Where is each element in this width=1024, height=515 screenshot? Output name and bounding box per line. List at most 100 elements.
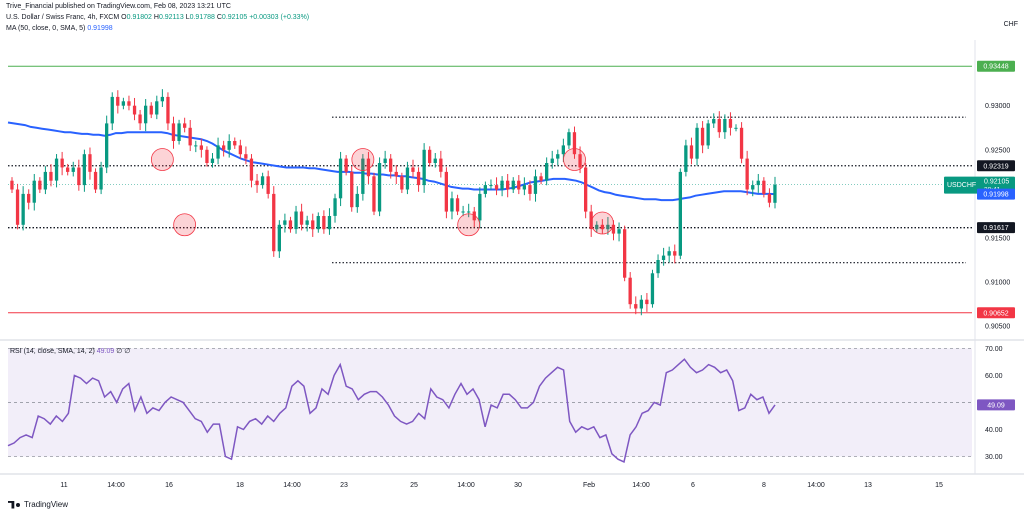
candle-body xyxy=(361,158,365,194)
candle-body xyxy=(54,158,59,181)
price-axis[interactable]: 0.93000 0.92500 0.91500 0.91000 0.90500 70.00… xyxy=(985,103,1010,461)
candle-body xyxy=(517,180,521,190)
candle-body xyxy=(422,149,426,186)
candle-body xyxy=(728,119,733,128)
time-tick-label: 23 xyxy=(340,482,348,489)
candle-body xyxy=(712,119,716,124)
candle-bearish xyxy=(344,155,348,176)
candle-body xyxy=(405,167,410,190)
rsi-tick-label: 60.00 xyxy=(985,373,1003,380)
candle-bullish xyxy=(121,97,125,110)
candle-body xyxy=(383,158,387,163)
candle-bullish xyxy=(21,186,25,231)
candle-bullish xyxy=(377,157,382,217)
candle-bearish xyxy=(506,173,510,198)
candle-bullish xyxy=(433,152,437,168)
candle-body xyxy=(171,123,176,141)
candle-bullish xyxy=(54,154,59,188)
candle-body xyxy=(428,149,432,163)
candle-body xyxy=(233,141,237,146)
candle-bullish xyxy=(723,114,727,139)
annotation-circle xyxy=(590,211,614,235)
candle-body xyxy=(689,145,694,159)
candle-body xyxy=(288,220,293,230)
candle-body xyxy=(767,193,772,203)
candle-bearish xyxy=(222,140,226,157)
candle-body xyxy=(105,123,109,168)
candle-bearish xyxy=(372,172,376,216)
moving-average xyxy=(7,121,776,202)
candle-body xyxy=(49,171,53,181)
price-tick-label: 0.91500 xyxy=(985,236,1010,243)
ma-price-tag xyxy=(977,188,1015,200)
rsi-tick-label: 30.00 xyxy=(985,454,1003,461)
candle-bearish xyxy=(183,117,187,133)
candle-bullish xyxy=(489,179,493,190)
candle-bearish xyxy=(350,166,354,212)
time-tick-label: 25 xyxy=(410,482,418,489)
candle-body xyxy=(93,171,98,190)
candle-bearish xyxy=(266,170,270,199)
candle-body xyxy=(160,96,164,102)
candle-bearish xyxy=(127,95,131,111)
price-tick-label: 0.91000 xyxy=(985,280,1010,287)
candle-bullish xyxy=(160,89,164,107)
time-tick-label: 16 xyxy=(165,482,173,489)
candle-body xyxy=(723,119,727,133)
candle-body xyxy=(283,220,287,225)
rsi-line xyxy=(7,358,776,463)
ohlc-change: +0.00303 (+0.33%) xyxy=(249,14,310,21)
candle-bearish xyxy=(455,194,460,216)
candle-bullish xyxy=(383,150,387,169)
candle-bearish xyxy=(517,175,521,195)
candle-bearish xyxy=(623,225,627,282)
candle-bullish xyxy=(533,169,538,202)
ohlc-low: 0.91788 xyxy=(189,14,215,21)
candle-body xyxy=(149,105,153,115)
candle-body xyxy=(589,211,593,230)
candle-bearish xyxy=(199,138,203,158)
candle-body xyxy=(327,216,332,230)
candle-body xyxy=(116,96,120,106)
candle-body xyxy=(734,127,738,129)
ma-legend[interactable]: MA (50, close, 0, SMA, 5) 0.91998 xyxy=(6,25,113,32)
candle-body xyxy=(483,185,487,194)
candle-body xyxy=(717,119,721,133)
candle-body xyxy=(338,158,343,199)
candle-bearish xyxy=(767,188,772,208)
symbol-header: U.S. Dollar / Swiss Franc, 4h, FXCM O0.9… xyxy=(6,14,309,21)
candle-body xyxy=(244,154,248,159)
candle-bullish xyxy=(751,180,755,197)
candle-bullish xyxy=(422,143,426,193)
tradingview-brand[interactable]: TradingView xyxy=(8,500,68,509)
time-tick-label: 6 xyxy=(691,482,695,489)
rsi-extra: ∅ ∅ xyxy=(116,348,131,355)
candle-body xyxy=(27,193,31,203)
candle-body xyxy=(411,167,415,172)
candle-bearish xyxy=(411,159,415,178)
candle-bullish xyxy=(32,173,36,211)
candle-body xyxy=(394,171,398,177)
price-tick-label: 0.93000 xyxy=(985,103,1010,110)
candle-bearish xyxy=(188,120,192,152)
rsi-legend[interactable]: RSI (14, close, SMA, 14, 2) 49.09 ∅ ∅ xyxy=(10,347,130,355)
candle-body xyxy=(366,158,371,177)
candle-body xyxy=(305,220,309,225)
candle-bullish xyxy=(277,220,281,258)
candle-bearish xyxy=(171,116,176,149)
candle-bullish xyxy=(656,254,660,278)
candle-body xyxy=(695,127,699,159)
candle-body xyxy=(650,273,655,305)
candle-body xyxy=(762,180,766,194)
candle-body xyxy=(700,127,705,146)
candle-bearish xyxy=(10,177,14,194)
candle-bearish xyxy=(27,189,31,210)
candle-body xyxy=(66,167,70,172)
time-axis[interactable]: 11 14:00 16 18 14:00 23 25 14:00 30 Feb 14:00 6 8 14:… xyxy=(0,40,1024,489)
candle-body xyxy=(623,229,627,278)
candle-body xyxy=(249,158,254,181)
candle-bullish xyxy=(522,177,526,196)
time-tick-label: 14:00 xyxy=(632,482,650,489)
